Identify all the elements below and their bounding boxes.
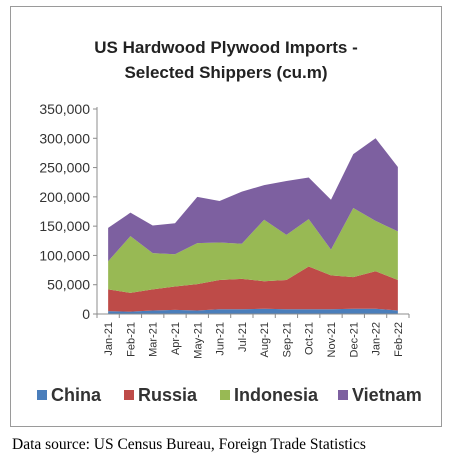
x-tick-label: Jan-21 [103, 322, 115, 356]
legend-swatch-china [37, 390, 47, 400]
data-source-caption: Data source: US Census Bureau, Foreign T… [12, 436, 366, 453]
x-tick-label: Feb-22 [393, 322, 405, 357]
x-tick-label: Jun-21 [215, 322, 227, 356]
chart-title-line-2: Selected Shippers (cu.m) [124, 63, 328, 82]
y-tick-label: 0 [82, 306, 90, 322]
legend-label-russia: Russia [138, 385, 198, 405]
x-tick-label: Mar-21 [148, 322, 160, 357]
x-tick-label: May-21 [192, 322, 204, 359]
area-china [108, 308, 398, 314]
x-tick-label: Dec-21 [348, 322, 360, 357]
y-tick-label: 50,000 [47, 277, 90, 293]
y-tick-label: 300,000 [39, 130, 90, 146]
area-indonesia [108, 207, 398, 293]
legend-label-china: China [51, 385, 102, 405]
x-tick-label: Feb-21 [125, 322, 137, 357]
x-tick-label: Jul-21 [237, 322, 249, 352]
legend-swatch-indonesia [220, 390, 230, 400]
chart-title: US Hardwood Plywood Imports - Selected S… [11, 35, 441, 85]
legend-label-vietnam: Vietnam [352, 385, 422, 405]
x-tick-label: Jan-22 [371, 322, 383, 356]
y-tick-label: 200,000 [39, 189, 90, 205]
area-russia [108, 266, 398, 312]
legend-label-indonesia: Indonesia [234, 385, 319, 405]
legend-swatch-vietnam [338, 390, 348, 400]
area-vietnam [108, 138, 398, 262]
stacked-area-chart: 0 50,000 100,000 150,000 200,000 250,000 300,0… [37, 101, 422, 405]
x-tick-label: Oct-21 [304, 322, 316, 355]
x-tick-label: Sep-21 [281, 322, 293, 357]
y-tick-label: 250,000 [39, 160, 90, 176]
x-tick-label: Aug-21 [259, 322, 271, 357]
chart-title-line-1: US Hardwood Plywood Imports - [94, 38, 358, 57]
y-tick-label: 350,000 [39, 101, 90, 117]
y-tick-label: 150,000 [39, 218, 90, 234]
x-tick-label: Nov-21 [326, 322, 338, 357]
legend-swatch-russia [124, 390, 134, 400]
chart-panel: US Hardwood Plywood Imports - Selected S… [10, 6, 442, 427]
x-tick-label: Apr-21 [170, 322, 182, 355]
y-tick-label: 100,000 [39, 247, 90, 263]
